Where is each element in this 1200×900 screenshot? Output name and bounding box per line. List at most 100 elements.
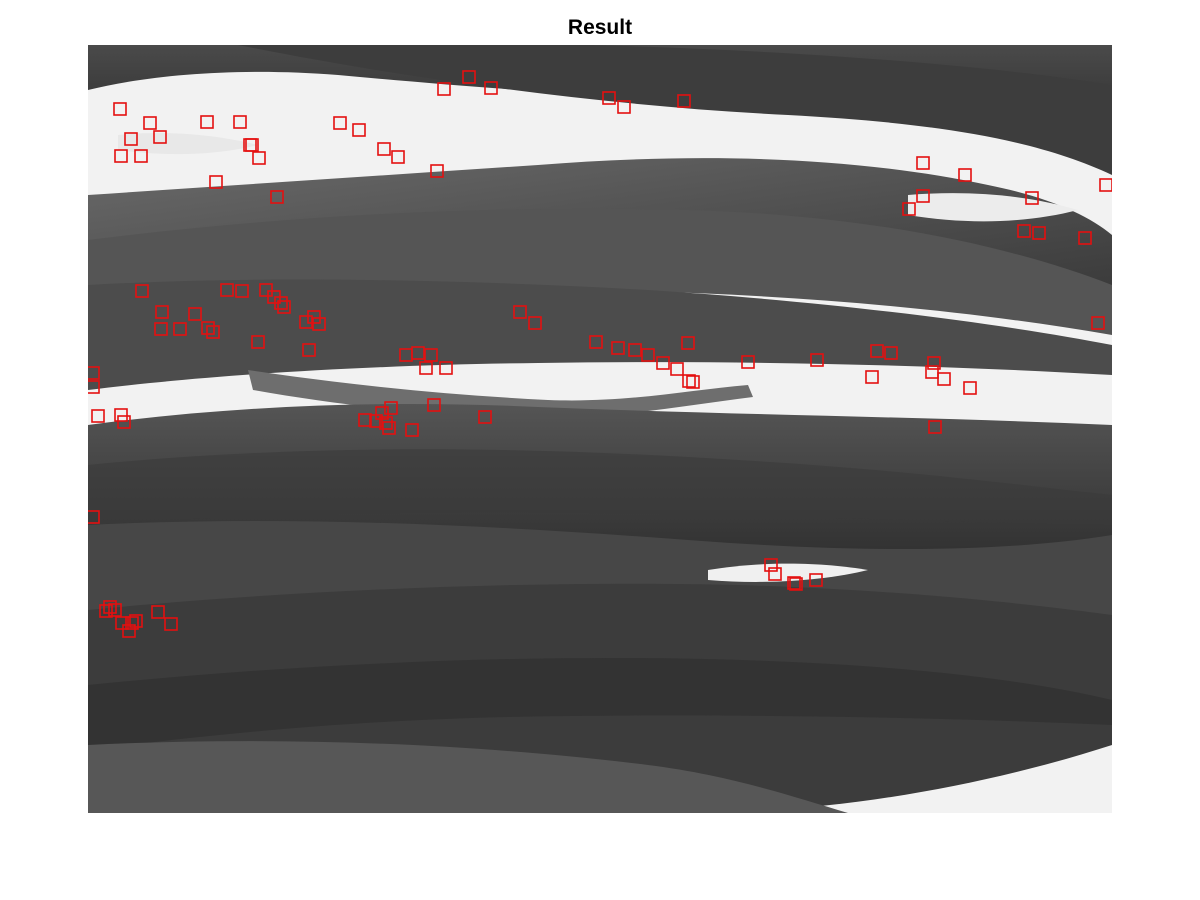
detection-marker [153, 130, 167, 144]
detection-marker [259, 283, 273, 297]
detection-marker [958, 168, 972, 182]
detection-marker [155, 305, 169, 319]
detection-marker [963, 381, 977, 395]
detection-marker [810, 353, 824, 367]
detection-marker [206, 325, 220, 339]
detection-marker [677, 94, 691, 108]
detection-marker [916, 189, 930, 203]
detection-marker [125, 616, 139, 630]
detection-marker [173, 322, 187, 336]
detection-marker [251, 335, 265, 349]
detection-marker [1078, 231, 1092, 245]
detection-marker [129, 614, 143, 628]
detection-marker [233, 115, 247, 129]
detection-marker [809, 573, 823, 587]
leaf-photo [88, 45, 1112, 813]
detection-marker [1025, 191, 1039, 205]
detection-marker [115, 616, 129, 630]
detection-marker [628, 343, 642, 357]
detection-marker [937, 372, 951, 386]
detection-marker [437, 82, 451, 96]
detection-marker [399, 348, 413, 362]
detection-marker [333, 116, 347, 130]
detection-marker [768, 567, 782, 581]
figure-title: Result [567, 16, 633, 39]
detection-marker [377, 142, 391, 156]
detection-marker [375, 406, 389, 420]
detection-marker [589, 335, 603, 349]
detection-marker [741, 355, 755, 369]
detection-marker [1017, 224, 1031, 238]
detection-marker [88, 510, 100, 524]
detection-marker [114, 408, 128, 422]
detection-marker [135, 284, 149, 298]
detection-marker [88, 380, 100, 394]
detection-marker [405, 423, 419, 437]
detection-marker [122, 624, 136, 638]
detection-marker [103, 600, 117, 614]
detection-marker [299, 315, 313, 329]
detection-marker [602, 91, 616, 105]
detection-marker [108, 603, 122, 617]
detection-marker [88, 366, 100, 380]
detection-marker [439, 361, 453, 375]
detection-marker [1091, 316, 1105, 330]
detection-marker [382, 421, 396, 435]
detection-marker [916, 156, 930, 170]
detection-marker [617, 100, 631, 114]
detection-marker [379, 416, 393, 430]
detection-marker [201, 321, 215, 335]
detection-marker [274, 296, 288, 310]
detection-marker [99, 604, 113, 618]
detection-marker [384, 401, 398, 415]
detection-marker [925, 365, 939, 379]
detection-marker [164, 617, 178, 631]
detection-marker [789, 577, 803, 591]
detection-marker [641, 348, 655, 362]
detection-marker [91, 409, 105, 423]
detection-marker [220, 283, 234, 297]
detection-marker [391, 150, 405, 164]
detection-marker [870, 344, 884, 358]
detection-marker [764, 558, 778, 572]
detection-marker [312, 317, 326, 331]
detection-marker [682, 374, 696, 388]
detection-marker [200, 115, 214, 129]
detection-marker [902, 202, 916, 216]
detection-marker [1032, 226, 1046, 240]
detection-marker [124, 132, 138, 146]
detection-marker [302, 343, 316, 357]
detection-marker [865, 370, 879, 384]
detection-marker [117, 415, 131, 429]
detection-marker [209, 175, 223, 189]
detection-marker [430, 164, 444, 178]
detection-marker [484, 81, 498, 95]
detection-marker [113, 102, 127, 116]
detection-marker [670, 362, 684, 376]
detection-marker [252, 151, 266, 165]
detection-marker [787, 576, 801, 590]
detection-marker [513, 305, 527, 319]
detection-marker [307, 310, 321, 324]
detection-marker [611, 341, 625, 355]
detection-marker [235, 284, 249, 298]
detection-marker [1099, 178, 1112, 192]
detection-marker [188, 307, 202, 321]
detection-marker [419, 361, 433, 375]
detection-marker [277, 300, 291, 314]
detection-marker [478, 410, 492, 424]
detection-marker [686, 375, 700, 389]
detection-marker [427, 398, 441, 412]
detection-marker [656, 356, 670, 370]
detection-marker [884, 346, 898, 360]
detection-marker [358, 413, 372, 427]
detection-marker [270, 190, 284, 204]
detection-marker [424, 348, 438, 362]
detection-marker [528, 316, 542, 330]
detection-marker [151, 605, 165, 619]
result-image [88, 45, 1112, 813]
detection-marker [352, 123, 366, 137]
detection-marker [154, 322, 168, 336]
detection-marker [927, 356, 941, 370]
detection-marker [143, 116, 157, 130]
